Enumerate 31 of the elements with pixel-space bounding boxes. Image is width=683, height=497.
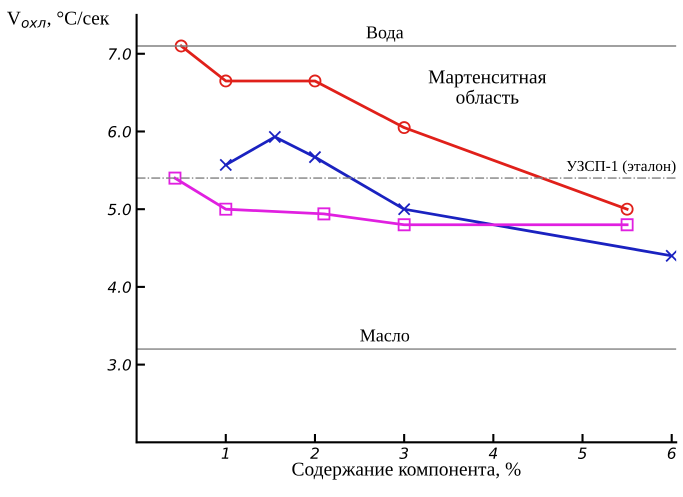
annotation: Мартенситная область (428, 70, 546, 104)
point (268, 130, 282, 144)
y-tick-label: 4.0 (108, 281, 131, 293)
point (620, 202, 634, 216)
point (317, 207, 330, 220)
y-tick-label: 6.0 (108, 126, 131, 138)
x-tick-label: 1 (222, 448, 228, 459)
point (219, 158, 232, 172)
y-tick-label: 7.0 (108, 48, 131, 60)
point (308, 150, 322, 164)
y-tick-label: 3.0 (107, 359, 131, 371)
x-tick-label: 6 (668, 447, 676, 460)
point (398, 121, 411, 134)
point (398, 218, 411, 232)
x-tick-label: 4 (488, 448, 498, 459)
point (168, 172, 182, 185)
point (174, 40, 188, 52)
ref-line-label: Вода (366, 26, 404, 42)
x-axis-title: Содержание компонента, % (292, 462, 521, 480)
x-tick-label: 5 (578, 448, 587, 460)
ref-line-label: УЗСП-1 (эталон) (566, 160, 676, 174)
y-tick-label: 5.0 (108, 204, 131, 216)
point (398, 202, 411, 216)
point (308, 74, 322, 88)
point (620, 218, 634, 232)
ref-line-label: Масло (360, 330, 410, 342)
x-tick-label: 2 (310, 447, 319, 459)
point (219, 202, 232, 216)
y-axis-title: V$_{охл}$, °C/сек (7, 12, 110, 28)
x-tick-label: 3 (399, 447, 408, 460)
point (219, 74, 232, 88)
